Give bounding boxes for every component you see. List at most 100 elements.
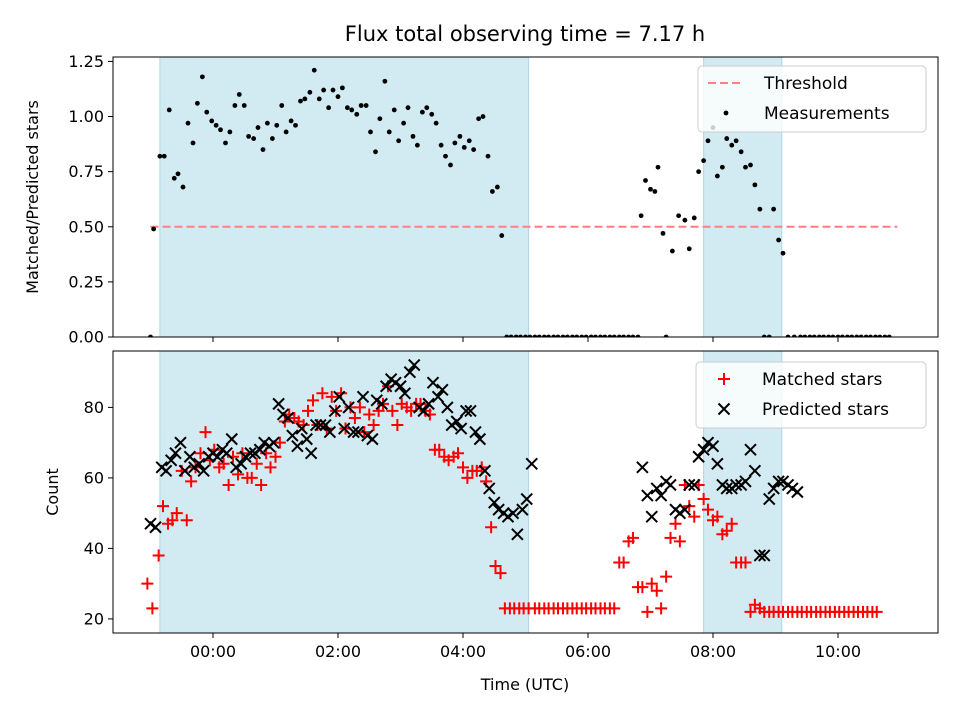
measurements-point	[513, 334, 519, 337]
predicted-stars-point	[525, 457, 538, 471]
matched-stars-point	[636, 581, 649, 594]
measurements-point	[307, 89, 313, 95]
x-tick-label: 08:00	[690, 642, 736, 661]
measurements-point	[738, 149, 744, 155]
measurements-point	[660, 230, 666, 236]
measurements-point	[536, 334, 542, 337]
measurements-point	[283, 129, 289, 135]
matched-stars-point	[199, 426, 212, 439]
matched-stars-point	[166, 514, 179, 527]
measurements-point	[499, 233, 505, 238]
predicted-stars-point	[791, 485, 804, 499]
measurements-point	[844, 334, 850, 337]
predicted-stars-point	[183, 450, 197, 463]
measurements-point	[696, 169, 702, 175]
predicted-stars-point	[356, 390, 370, 404]
measurements-point	[669, 248, 675, 254]
measurements-point	[311, 67, 317, 73]
measurements-point	[816, 334, 822, 337]
predicted-stars-point	[441, 401, 454, 414]
measurements-point	[602, 334, 608, 337]
predicted-stars-point	[464, 404, 477, 418]
legend-box	[695, 361, 927, 429]
matched-stars-point	[697, 493, 710, 506]
measurements-point	[780, 250, 786, 256]
predicted-stars-point	[422, 397, 435, 411]
measurements-point	[621, 334, 627, 337]
measurements-point	[886, 334, 892, 337]
measurements-point	[175, 171, 181, 177]
predicted-stars-point	[641, 489, 654, 502]
predicted-stars-point	[697, 443, 710, 456]
predicted-stars-point	[267, 436, 280, 449]
measurements-point	[858, 334, 864, 337]
measurements-point	[569, 334, 575, 337]
measurements-point	[771, 206, 777, 212]
measurements-point	[705, 138, 711, 144]
measurements-point	[274, 122, 280, 128]
measurements-point	[232, 103, 238, 108]
measurements-point	[429, 111, 435, 117]
measurements-point	[574, 334, 580, 337]
measurements-point	[643, 178, 648, 183]
measurements-point	[682, 217, 688, 223]
y-tick-label: 0.00	[68, 328, 104, 347]
measurements-point	[873, 334, 878, 337]
plot-frame	[112, 350, 939, 634]
predicted-stars-point	[654, 489, 668, 502]
matched-stars-point	[660, 570, 673, 583]
matched-stars-point	[348, 411, 361, 424]
predicted-stars-point	[319, 418, 332, 432]
measurements-point	[326, 105, 332, 111]
matched-stars-point	[307, 394, 319, 407]
measurements-point	[663, 334, 669, 337]
matched-stars-point	[641, 605, 654, 618]
predicted-stars-point	[520, 492, 533, 506]
measurements-point	[438, 142, 444, 148]
measurements-point	[414, 142, 420, 148]
measurements-point	[401, 120, 407, 126]
predicted-stars-point	[394, 380, 407, 393]
measurements-point	[638, 213, 644, 219]
measurements-point	[382, 78, 388, 84]
measurements-point	[532, 334, 538, 337]
measurements-point	[546, 334, 552, 337]
matched-stars-point	[673, 535, 686, 548]
measurements-point	[466, 138, 472, 144]
predicted-stars-point	[450, 415, 463, 428]
predicted-stars-point	[748, 464, 762, 478]
y-tick-label: 0.75	[68, 162, 104, 181]
measurements-point	[802, 334, 808, 337]
measurements-point	[648, 186, 653, 192]
matched-stars-point	[141, 577, 154, 590]
measurements-point	[729, 142, 735, 148]
predicted-stars-point	[347, 425, 360, 439]
matched-stars-point	[608, 602, 621, 615]
y-tick-label: 20	[84, 609, 104, 628]
predicted-stars-point	[220, 447, 233, 460]
measurements-point	[714, 173, 720, 179]
measurements-point	[527, 334, 533, 337]
predicted-stars-point	[772, 475, 785, 488]
predicted-stars-point	[408, 358, 421, 372]
measurements-point	[339, 85, 345, 91]
measurements-point	[443, 153, 448, 159]
measurements-point	[588, 334, 594, 337]
measurements-point	[748, 162, 753, 168]
predicted-stars-point	[454, 422, 468, 435]
measurements-point	[785, 334, 791, 337]
plot-frame	[112, 56, 939, 338]
measurements-point	[218, 127, 223, 133]
matched-stars-point	[264, 461, 277, 474]
measurements-point	[611, 334, 617, 337]
x-tick-label: 00:00	[190, 642, 236, 661]
measurements-point	[691, 215, 697, 221]
measurements-point	[523, 334, 528, 337]
predicted-stars-point	[309, 418, 323, 432]
measurements-point	[626, 334, 632, 337]
measurements-point	[863, 334, 869, 337]
measurements-point	[410, 133, 416, 139]
matched-stars-point	[302, 404, 314, 417]
measurements-point	[269, 136, 275, 141]
